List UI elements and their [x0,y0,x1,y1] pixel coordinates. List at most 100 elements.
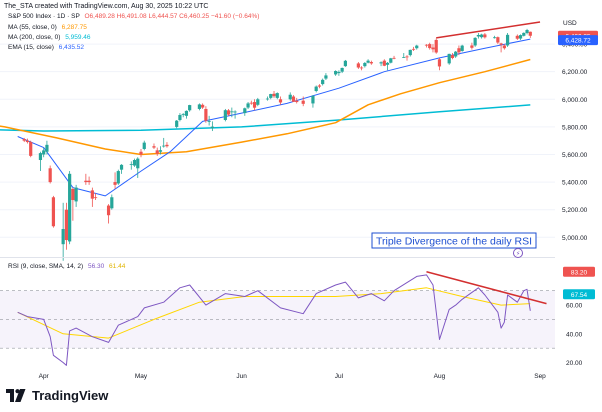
candle-body [197,104,201,109]
candle-body [496,37,500,43]
attribution-text: The_STA created with TradingView.com, Au… [4,3,209,10]
rsi-trendline [426,271,547,305]
candle-body [480,34,484,38]
candle-body [288,94,292,100]
candle-body [411,48,416,50]
candle-body [184,110,189,116]
rsi-tick-label: 60.00 [566,303,583,310]
candle-body [366,60,370,63]
price-pane: 5,000.00 5,200.00 5,400.00 5,600.00 5,800.00… [0,21,598,261]
event-icon[interactable] [513,248,523,258]
candle-body [450,55,455,59]
chart-svg: 5,000.00 5,200.00 5,400.00 5,600.00 5,800.00… [0,20,598,380]
candle-body [246,103,250,108]
candle-body [256,99,260,105]
ma200-path [0,104,531,132]
rsi-sma-line [17,287,531,339]
price-tick-label: 6,200.00 [562,69,588,76]
candle-body [515,35,519,39]
price-gridlines [0,43,555,238]
candle-body [113,182,117,185]
candle-body [158,150,163,152]
candle-body [116,171,120,184]
candlesticks [22,28,532,261]
candle-body [165,144,169,147]
legend-ma200-label: MA (200, close, 0) [8,34,61,41]
candle-body [188,105,192,111]
legend-symbol-row: S&P 500 Index · 1D · SP O6,489.28 H6,491… [8,13,259,21]
candle-body [408,49,412,56]
candle-body [275,93,279,98]
candle-body [269,94,273,98]
legend-ma55-value: 6,287.75 [61,24,87,31]
candle-body [415,45,419,49]
candle-body [110,197,114,209]
price-trendline [436,21,541,39]
candle-body [278,99,283,103]
candle-body [525,30,529,34]
candle-body [356,63,360,68]
candle-body [48,168,52,183]
ma55-path [0,58,531,156]
rsi-line [17,274,531,366]
candle-body [470,45,474,48]
candle-body [139,151,143,155]
rsi-path [17,274,531,366]
candle-body [175,120,179,127]
candle-body [84,180,88,183]
candle-body [45,144,49,152]
tradingview-logo-icon [6,389,26,402]
legend-ema15-row: EMA (15, close) 6,435.52 [8,44,84,52]
candle-body [233,111,237,113]
candle-body [389,58,393,63]
annotation-text: Triple Divergence of the daily RSI [376,236,532,248]
rsi-badge-text: 67.54 [571,292,588,299]
candle-body [363,62,367,67]
ema15-path [17,38,531,197]
time-tick-label: Jun [236,373,247,380]
legend-rsi-value: 56.30 [87,263,105,270]
price-tick-label: 5,000.00 [562,235,588,242]
rsi-band-lines [0,290,555,349]
candle-body [405,56,409,58]
candle-body [25,140,30,143]
candle-body [502,45,506,49]
time-tick-label: Jul [335,373,344,380]
candle-body [265,98,270,100]
candle-body [226,110,231,115]
candle-body [392,57,396,59]
legend-ma200-value: 5,959.46 [65,34,91,41]
candle-body [518,35,523,39]
price-axis: 5,000.00 5,200.00 5,400.00 5,600.00 5,800.00… [558,30,598,242]
candle-body [454,51,458,57]
candle-body [522,32,526,36]
candle-body [272,93,276,97]
price-badge-text: 6,428.72 [565,38,591,45]
rsi-trendline-path [426,271,547,305]
rsi-tick-label: 20.00 [566,360,583,367]
tradingview-logo[interactable]: TradingView [6,388,108,403]
legend-ma200-row: MA (200, close, 0) 5,959.46 [8,34,91,42]
candle-body [360,67,364,69]
candle-body [243,108,247,114]
candle-body [230,111,234,113]
candle-body [428,44,432,49]
price-badge [558,35,598,46]
rsi-badge [563,289,595,300]
ema15-line [17,38,531,197]
candle-body [337,71,341,74]
candle-body [431,47,435,50]
ma55-line [0,58,531,156]
candle-body [317,85,322,87]
annotation-box [371,232,537,249]
candle-body [204,108,208,121]
candle-body [119,164,124,170]
tradingview-brand-text: TradingView [32,388,109,403]
candle-body [295,100,299,103]
price-tick-label: 5,600.00 [562,152,588,159]
currency-label: USD [563,20,577,27]
candle-body [369,62,373,64]
price-tick-label: 5,800.00 [562,124,588,131]
time-tick-label: Aug [434,373,446,380]
legend-ma55-row: MA (55, close, 0) 6,287.75 [8,24,87,32]
